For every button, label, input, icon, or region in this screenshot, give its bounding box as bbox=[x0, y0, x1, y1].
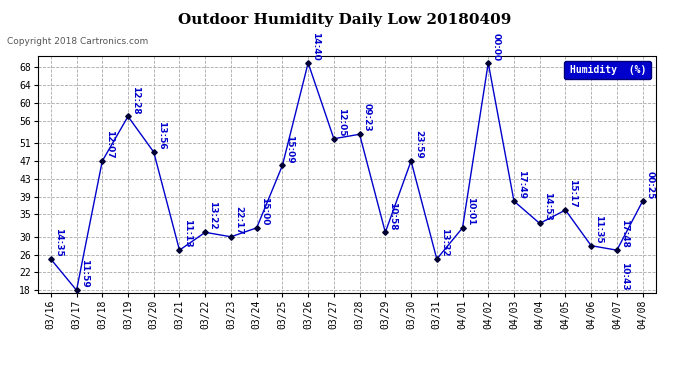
Text: 10:43: 10:43 bbox=[620, 262, 629, 290]
Text: 00:00: 00:00 bbox=[491, 33, 500, 61]
Text: 10:58: 10:58 bbox=[388, 202, 397, 230]
Text: 17:49: 17:49 bbox=[517, 170, 526, 199]
Text: 09:23: 09:23 bbox=[363, 104, 372, 132]
Text: 14:40: 14:40 bbox=[311, 32, 320, 61]
Text: Copyright 2018 Cartronics.com: Copyright 2018 Cartronics.com bbox=[7, 38, 148, 46]
Text: Outdoor Humidity Daily Low 20180409: Outdoor Humidity Daily Low 20180409 bbox=[178, 13, 512, 27]
Text: 14:53: 14:53 bbox=[543, 192, 552, 221]
Text: 22:17: 22:17 bbox=[234, 206, 243, 234]
Text: 12:07: 12:07 bbox=[106, 130, 115, 159]
Text: 23:59: 23:59 bbox=[414, 130, 423, 159]
Text: 12:28: 12:28 bbox=[131, 86, 140, 114]
Text: 11:13: 11:13 bbox=[183, 219, 192, 248]
Text: 15:17: 15:17 bbox=[569, 179, 578, 208]
Text: 13:56: 13:56 bbox=[157, 121, 166, 150]
Text: 14:35: 14:35 bbox=[54, 228, 63, 257]
Text: 11:35: 11:35 bbox=[594, 215, 603, 243]
Text: 13:22: 13:22 bbox=[208, 201, 217, 230]
Text: 12:05: 12:05 bbox=[337, 108, 346, 136]
Text: 15:00: 15:00 bbox=[259, 197, 268, 226]
Text: 11:59: 11:59 bbox=[79, 259, 88, 288]
Text: 13:32: 13:32 bbox=[440, 228, 449, 257]
Text: 17:48: 17:48 bbox=[620, 219, 629, 248]
Legend: Humidity  (%): Humidity (%) bbox=[564, 61, 651, 79]
Text: 10:01: 10:01 bbox=[466, 197, 475, 226]
Text: 15:09: 15:09 bbox=[286, 135, 295, 163]
Text: 00:25: 00:25 bbox=[646, 171, 655, 199]
